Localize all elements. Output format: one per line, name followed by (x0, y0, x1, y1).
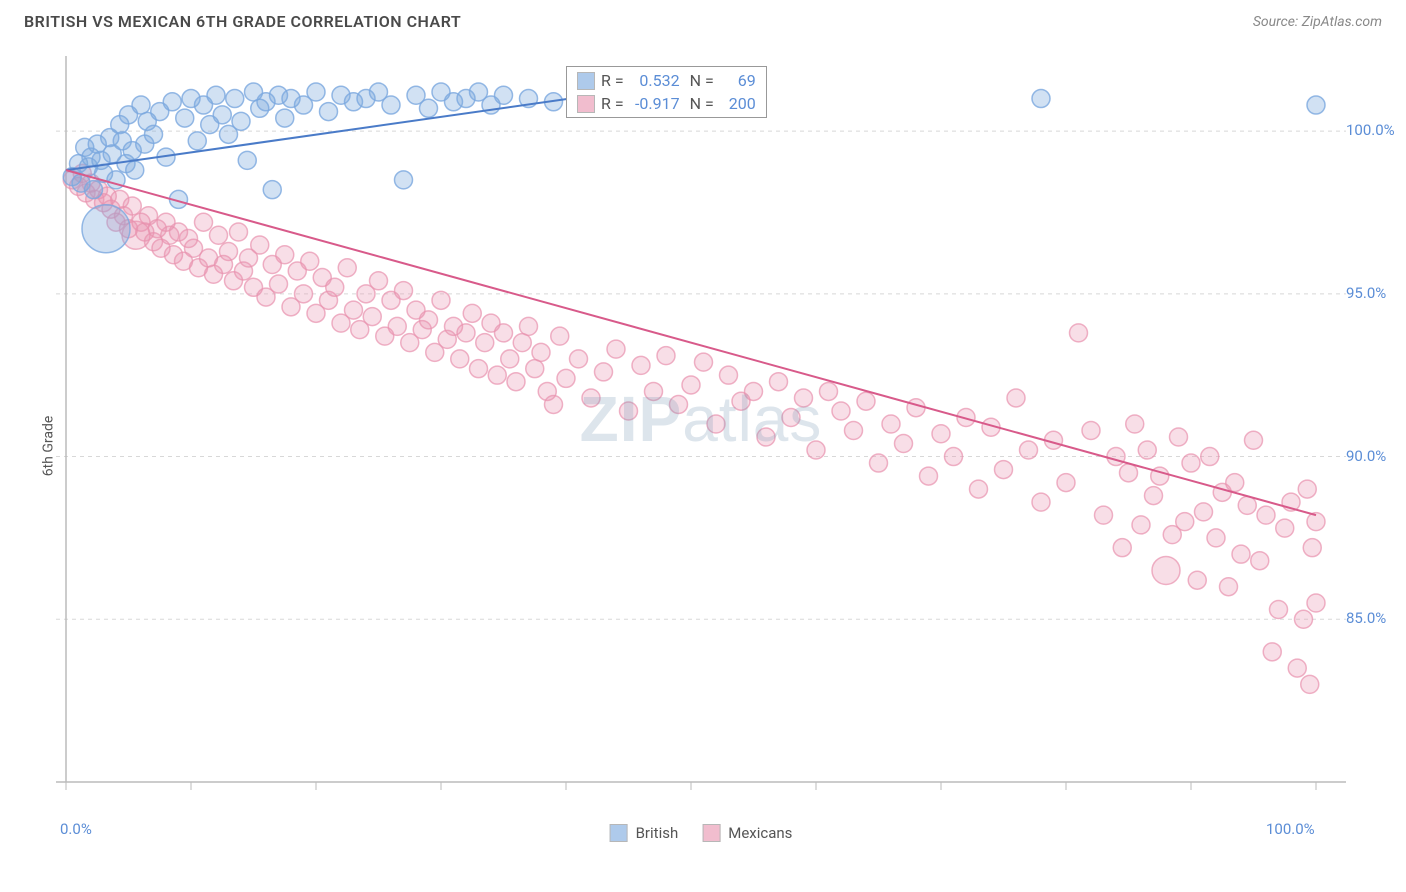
chart-plot-area: ZIPatlas R = 0.532 N = 69 R = -0.917 N =… (56, 56, 1346, 812)
swatch-british (577, 72, 595, 90)
swatch-mexicans (577, 95, 595, 113)
y-tick-label: 85.0% (1346, 609, 1406, 627)
legend-item-british: British (610, 824, 679, 842)
scatter-plot-svg (56, 56, 1346, 812)
stats-legend: R = 0.532 N = 69 R = -0.917 N = 200 (566, 66, 767, 118)
chart-title: BRITISH VS MEXICAN 6TH GRADE CORRELATION… (24, 12, 461, 31)
source-attribution: Source: ZipAtlas.com (1253, 14, 1382, 30)
y-tick-label: 100.0% (1346, 121, 1406, 139)
legend-row-mexicans: R = -0.917 N = 200 (567, 92, 766, 115)
y-axis-label: 6th Grade (40, 416, 56, 477)
n-label: N = (690, 94, 714, 113)
r-label: R = (601, 71, 624, 90)
n-value-british: 69 (720, 71, 756, 90)
y-tick-label: 95.0% (1346, 284, 1406, 302)
y-tick-label: 90.0% (1346, 447, 1406, 465)
bottom-legend: British Mexicans (610, 824, 793, 842)
r-label: R = (601, 94, 624, 113)
legend-item-mexicans: Mexicans (702, 824, 792, 842)
swatch-british-icon (610, 824, 628, 842)
r-value-mexicans: -0.917 (630, 94, 680, 113)
n-value-mexicans: 200 (720, 94, 756, 113)
x-tick-label: 0.0% (60, 820, 92, 838)
r-value-british: 0.532 (630, 71, 680, 90)
x-tick-label: 100.0% (1266, 820, 1315, 838)
n-label: N = (690, 71, 714, 90)
legend-label: British (636, 824, 679, 842)
legend-label: Mexicans (728, 824, 792, 842)
swatch-mexicans-icon (702, 824, 720, 842)
legend-row-british: R = 0.532 N = 69 (567, 69, 766, 92)
